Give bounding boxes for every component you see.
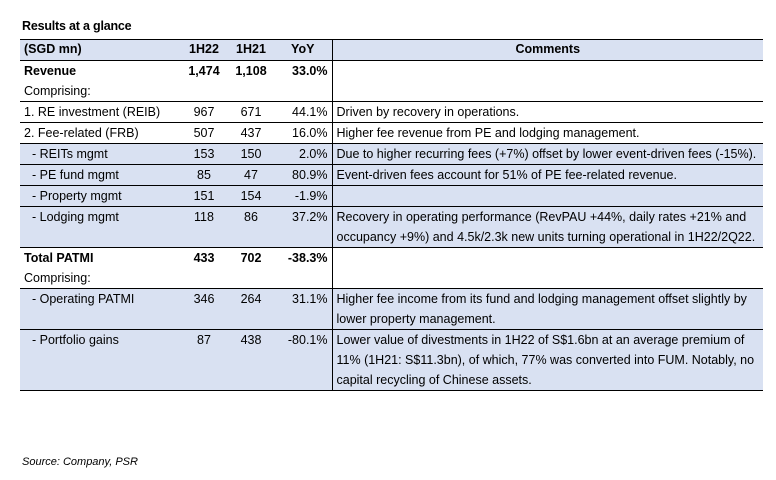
cell-1h21: 264 (228, 288, 274, 330)
cell-comment (331, 247, 763, 268)
header-yoy: YoY (274, 39, 332, 61)
results-table: (SGD mn) 1H22 1H21 YoY Comments Revenue … (20, 39, 763, 391)
cell-comment: Higher fee revenue from PE and lodging m… (331, 122, 763, 144)
row-label: - PE fund mgmt (20, 164, 180, 186)
cell-yoy: 44.1% (274, 101, 332, 123)
cell-yoy: 2.0% (274, 143, 332, 165)
header-1h22: 1H22 (180, 39, 228, 61)
table-row-operating-patmi: - Operating PATMI 346 264 31.1% Higher f… (20, 288, 763, 330)
cell-yoy: -80.1% (274, 329, 332, 391)
table-row-reits-mgmt: - REITs mgmt 153 150 2.0% Due to higher … (20, 143, 763, 165)
table-row-reib: 1. RE investment (REIB) 967 671 44.1% Dr… (20, 101, 763, 123)
cell-1h22: 153 (180, 143, 228, 165)
header-label: (SGD mn) (20, 39, 180, 61)
cell-1h22: 346 (180, 288, 228, 330)
cell-1h22: 85 (180, 164, 228, 186)
row-label: 2. Fee-related (FRB) (20, 122, 180, 144)
cell-1h21: 1,108 (235, 64, 267, 78)
cell-1h21 (228, 268, 274, 289)
cell-yoy: 33.0% (292, 64, 328, 78)
cell-yoy: 31.1% (274, 288, 332, 330)
cell-1h21: 86 (228, 206, 274, 248)
cell-1h22: 433 (193, 251, 215, 265)
cell-comment (331, 60, 763, 81)
table-row-property-mgmt: - Property mgmt 151 154 -1.9% (20, 185, 763, 207)
cell-comment: Higher fee income from its fund and lodg… (331, 288, 763, 330)
cell-1h22: 967 (180, 101, 228, 123)
row-label: Comprising: (20, 268, 180, 289)
cell-1h21: 702 (240, 251, 262, 265)
table-row-frb: 2. Fee-related (FRB) 507 437 16.0% Highe… (20, 122, 763, 144)
row-label: Total PATMI (24, 251, 94, 265)
table-row-lodging-mgmt: - Lodging mgmt 118 86 37.2% Recovery in … (20, 206, 763, 248)
cell-yoy: 37.2% (274, 206, 332, 248)
cell-comment (331, 81, 763, 102)
cell-comment: Lower value of divestments in 1H22 of S$… (331, 329, 763, 391)
cell-comment (331, 268, 763, 289)
table-row-total-patmi: Total PATMI 433 702 -38.3% (20, 247, 763, 268)
header-1h21: 1H21 (228, 39, 274, 61)
table-row-comprising-2: Comprising: (20, 268, 763, 289)
row-label: - Portfolio gains (20, 329, 180, 391)
table-row-portfolio-gains: - Portfolio gains 87 438 -80.1% Lower va… (20, 329, 763, 391)
cell-comment: Due to higher recurring fees (+7%) offse… (331, 143, 763, 165)
table-title: Results at a glance (22, 19, 132, 33)
cell-yoy: 80.9% (274, 164, 332, 186)
row-label: - Operating PATMI (20, 288, 180, 330)
cell-1h22 (180, 81, 228, 102)
cell-1h21: 47 (228, 164, 274, 186)
cell-yoy: 16.0% (274, 122, 332, 144)
row-label: - Lodging mgmt (20, 206, 180, 248)
cell-1h21: 154 (228, 185, 274, 207)
cell-yoy: -38.3% (287, 251, 328, 265)
cell-1h21 (228, 81, 274, 102)
row-label: - REITs mgmt (20, 143, 180, 165)
row-label: Revenue (24, 64, 77, 78)
row-label: - Property mgmt (20, 185, 180, 207)
cell-comment (331, 185, 763, 207)
cell-1h22: 151 (180, 185, 228, 207)
cell-1h21: 150 (228, 143, 274, 165)
cell-yoy (274, 81, 332, 102)
cell-1h22 (180, 268, 228, 289)
table-row-pe-fund-mgmt: - PE fund mgmt 85 47 80.9% Event-driven … (20, 164, 763, 186)
header-comments: Comments (331, 39, 763, 61)
source-note: Source: Company, PSR (22, 456, 138, 468)
cell-comment: Driven by recovery in operations. (331, 101, 763, 123)
cell-comment: Recovery in operating performance (RevPA… (331, 206, 763, 248)
header-row: (SGD mn) 1H22 1H21 YoY Comments (20, 39, 763, 61)
cell-1h21: 671 (228, 101, 274, 123)
table-row-revenue: Revenue 1,474 1,108 33.0% (20, 60, 763, 81)
cell-1h22: 507 (180, 122, 228, 144)
row-label: 1. RE investment (REIB) (20, 101, 180, 123)
cell-1h22: 118 (180, 206, 228, 248)
cell-1h21: 438 (228, 329, 274, 391)
table-row-comprising: Comprising: (20, 81, 763, 102)
cell-1h22: 1,474 (188, 64, 220, 78)
cell-comment: Event-driven fees account for 51% of PE … (331, 164, 763, 186)
cell-1h22: 87 (180, 329, 228, 391)
cell-yoy (274, 268, 332, 289)
row-label: Comprising: (20, 81, 180, 102)
cell-yoy: -1.9% (274, 185, 332, 207)
cell-1h21: 437 (228, 122, 274, 144)
